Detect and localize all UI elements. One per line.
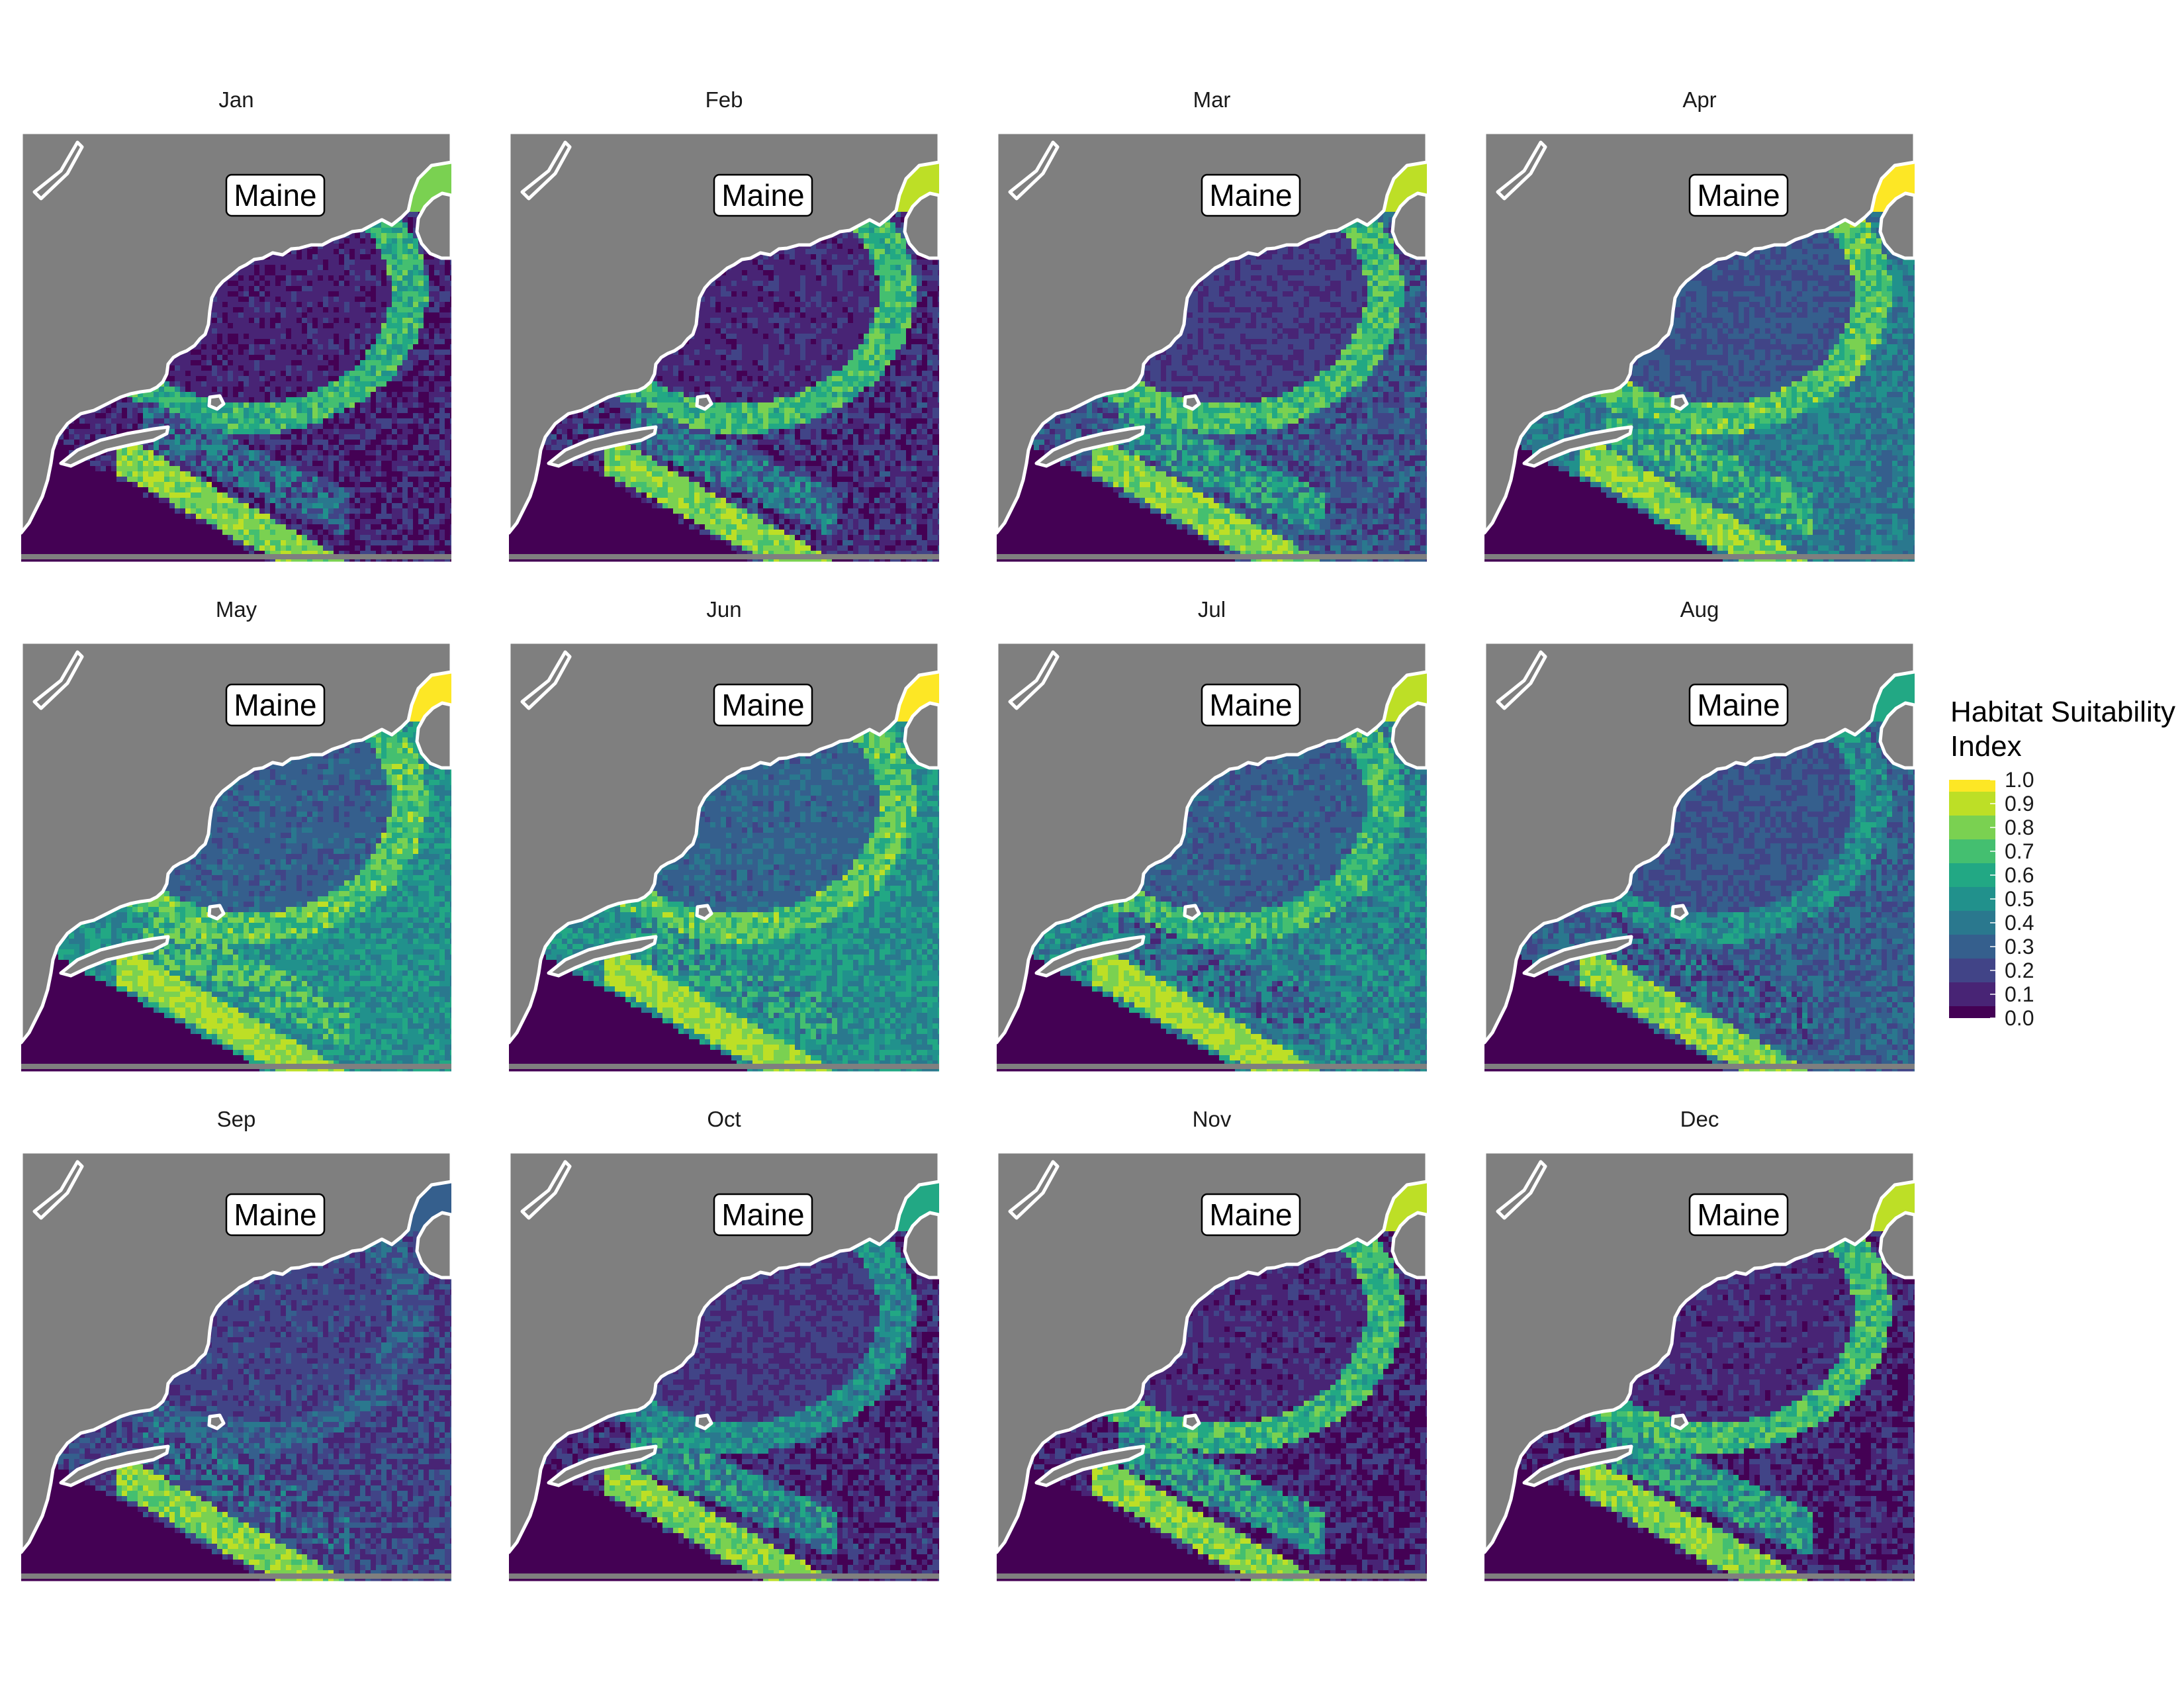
maine-label-text: Maine — [1697, 178, 1780, 212]
land-cape-cod — [209, 1415, 224, 1429]
map-panel-nov: Maine — [997, 1152, 1427, 1583]
maine-label: Maine — [226, 175, 324, 216]
maine-label-text: Maine — [1697, 688, 1780, 722]
maine-label: Maine — [1690, 175, 1788, 216]
maine-label: Maine — [714, 175, 812, 216]
legend-swatch-0.3 — [1949, 935, 1995, 959]
maine-label: Maine — [226, 684, 324, 726]
land-cape-cod — [209, 906, 224, 919]
land-cape-cod — [1185, 1415, 1199, 1429]
map-bottom-edge — [997, 1573, 1427, 1579]
map-bottom-edge — [21, 1064, 451, 1069]
legend-title-line1: Habitat Suitability — [1950, 695, 2184, 729]
facet-title-sep: Sep — [21, 1107, 451, 1132]
maine-label-text: Maine — [1209, 688, 1292, 722]
maine-label: Maine — [1202, 684, 1300, 726]
map-panel-apr: Maine — [1484, 132, 1915, 563]
map-bottom-edge — [21, 554, 451, 559]
legend-tick-label: 0.8 — [2005, 816, 2034, 839]
map-panel-jul: Maine — [997, 642, 1427, 1073]
facet-title-nov: Nov — [997, 1107, 1427, 1132]
land-cape-cod — [1185, 396, 1199, 409]
facet-title-apr: Apr — [1484, 87, 1915, 113]
maine-label-text: Maine — [721, 1197, 804, 1232]
legend-swatch-0.0 — [1949, 1006, 1995, 1018]
maine-label-text: Maine — [234, 1197, 316, 1232]
legend-swatch-0.8 — [1949, 816, 1995, 839]
legend-tick-label: 0.6 — [2005, 863, 2034, 887]
legend-tick-label: 0.9 — [2005, 792, 2034, 816]
map-bottom-edge — [1484, 1064, 1915, 1069]
legend-tick-label: 0.0 — [2005, 1006, 2034, 1026]
maine-label-text: Maine — [234, 688, 316, 722]
map-bottom-edge — [997, 1064, 1427, 1069]
facet-title-jul: Jul — [997, 597, 1427, 622]
map-bottom-edge — [997, 554, 1427, 559]
land-cape-cod — [1672, 1415, 1687, 1429]
land-cape-cod — [697, 1415, 711, 1429]
legend-tick-label: 0.2 — [2005, 959, 2034, 982]
map-panel-jan: Maine — [21, 132, 451, 563]
facet-title-may: May — [21, 597, 451, 622]
maine-label: Maine — [714, 684, 812, 726]
map-bottom-edge — [509, 1064, 939, 1069]
facet-title-jan: Jan — [21, 87, 451, 113]
legend-title: Habitat Suitability Index — [1950, 695, 2184, 764]
map-panel-aug: Maine — [1484, 642, 1915, 1073]
land-cape-cod — [1672, 906, 1687, 919]
legend-tick-label: 0.4 — [2005, 911, 2034, 935]
facet-title-mar: Mar — [997, 87, 1427, 113]
map-panel-oct: Maine — [509, 1152, 939, 1583]
maine-label-text: Maine — [1697, 1197, 1780, 1232]
maine-label: Maine — [714, 1194, 812, 1235]
facet-title-feb: Feb — [509, 87, 939, 113]
map-panel-dec: Maine — [1484, 1152, 1915, 1583]
legend-title-line2: Index — [1950, 729, 2184, 764]
maine-label: Maine — [226, 1194, 324, 1235]
legend-swatch-0.5 — [1949, 887, 1995, 911]
maine-label-text: Maine — [721, 688, 804, 722]
legend-swatch-0.4 — [1949, 911, 1995, 935]
map-panel-may: Maine — [21, 642, 451, 1073]
legend-tick-label: 1.0 — [2005, 768, 2034, 792]
legend-swatch-0.2 — [1949, 959, 1995, 982]
facet-title-dec: Dec — [1484, 1107, 1915, 1132]
maine-label-text: Maine — [1209, 178, 1292, 212]
maine-label: Maine — [1690, 684, 1788, 726]
legend-tick-label: 0.1 — [2005, 982, 2034, 1006]
legend-swatch-0.6 — [1949, 863, 1995, 887]
maine-label: Maine — [1690, 1194, 1788, 1235]
legend-swatch-1.0 — [1949, 780, 1995, 792]
legend-tick-label: 0.7 — [2005, 839, 2034, 863]
map-bottom-edge — [509, 554, 939, 559]
land-cape-cod — [1185, 906, 1199, 919]
map-panel-jun: Maine — [509, 642, 939, 1073]
legend-swatch-0.1 — [1949, 982, 1995, 1006]
maine-label-text: Maine — [721, 178, 804, 212]
land-cape-cod — [1672, 396, 1687, 409]
map-panel-sep: Maine — [21, 1152, 451, 1583]
legend-tick-label: 0.5 — [2005, 887, 2034, 911]
maine-label-text: Maine — [1209, 1197, 1292, 1232]
map-panel-mar: Maine — [997, 132, 1427, 563]
legend-colorbar: 1.00.90.80.70.60.50.40.30.20.10.0 — [1949, 768, 2068, 1026]
legend-swatch-0.9 — [1949, 792, 1995, 816]
facet-title-oct: Oct — [509, 1107, 939, 1132]
maine-label: Maine — [1202, 1194, 1300, 1235]
maine-label: Maine — [1202, 175, 1300, 216]
legend-tick-label: 0.3 — [2005, 935, 2034, 959]
map-bottom-edge — [21, 1573, 451, 1579]
map-bottom-edge — [1484, 1573, 1915, 1579]
legend-swatch-0.7 — [1949, 839, 1995, 863]
facet-title-jun: Jun — [509, 597, 939, 622]
land-cape-cod — [697, 906, 711, 919]
land-cape-cod — [697, 396, 711, 409]
map-bottom-edge — [1484, 554, 1915, 559]
map-panel-feb: Maine — [509, 132, 939, 563]
facet-title-aug: Aug — [1484, 597, 1915, 622]
map-bottom-edge — [509, 1573, 939, 1579]
land-cape-cod — [209, 396, 224, 409]
maine-label-text: Maine — [234, 178, 316, 212]
